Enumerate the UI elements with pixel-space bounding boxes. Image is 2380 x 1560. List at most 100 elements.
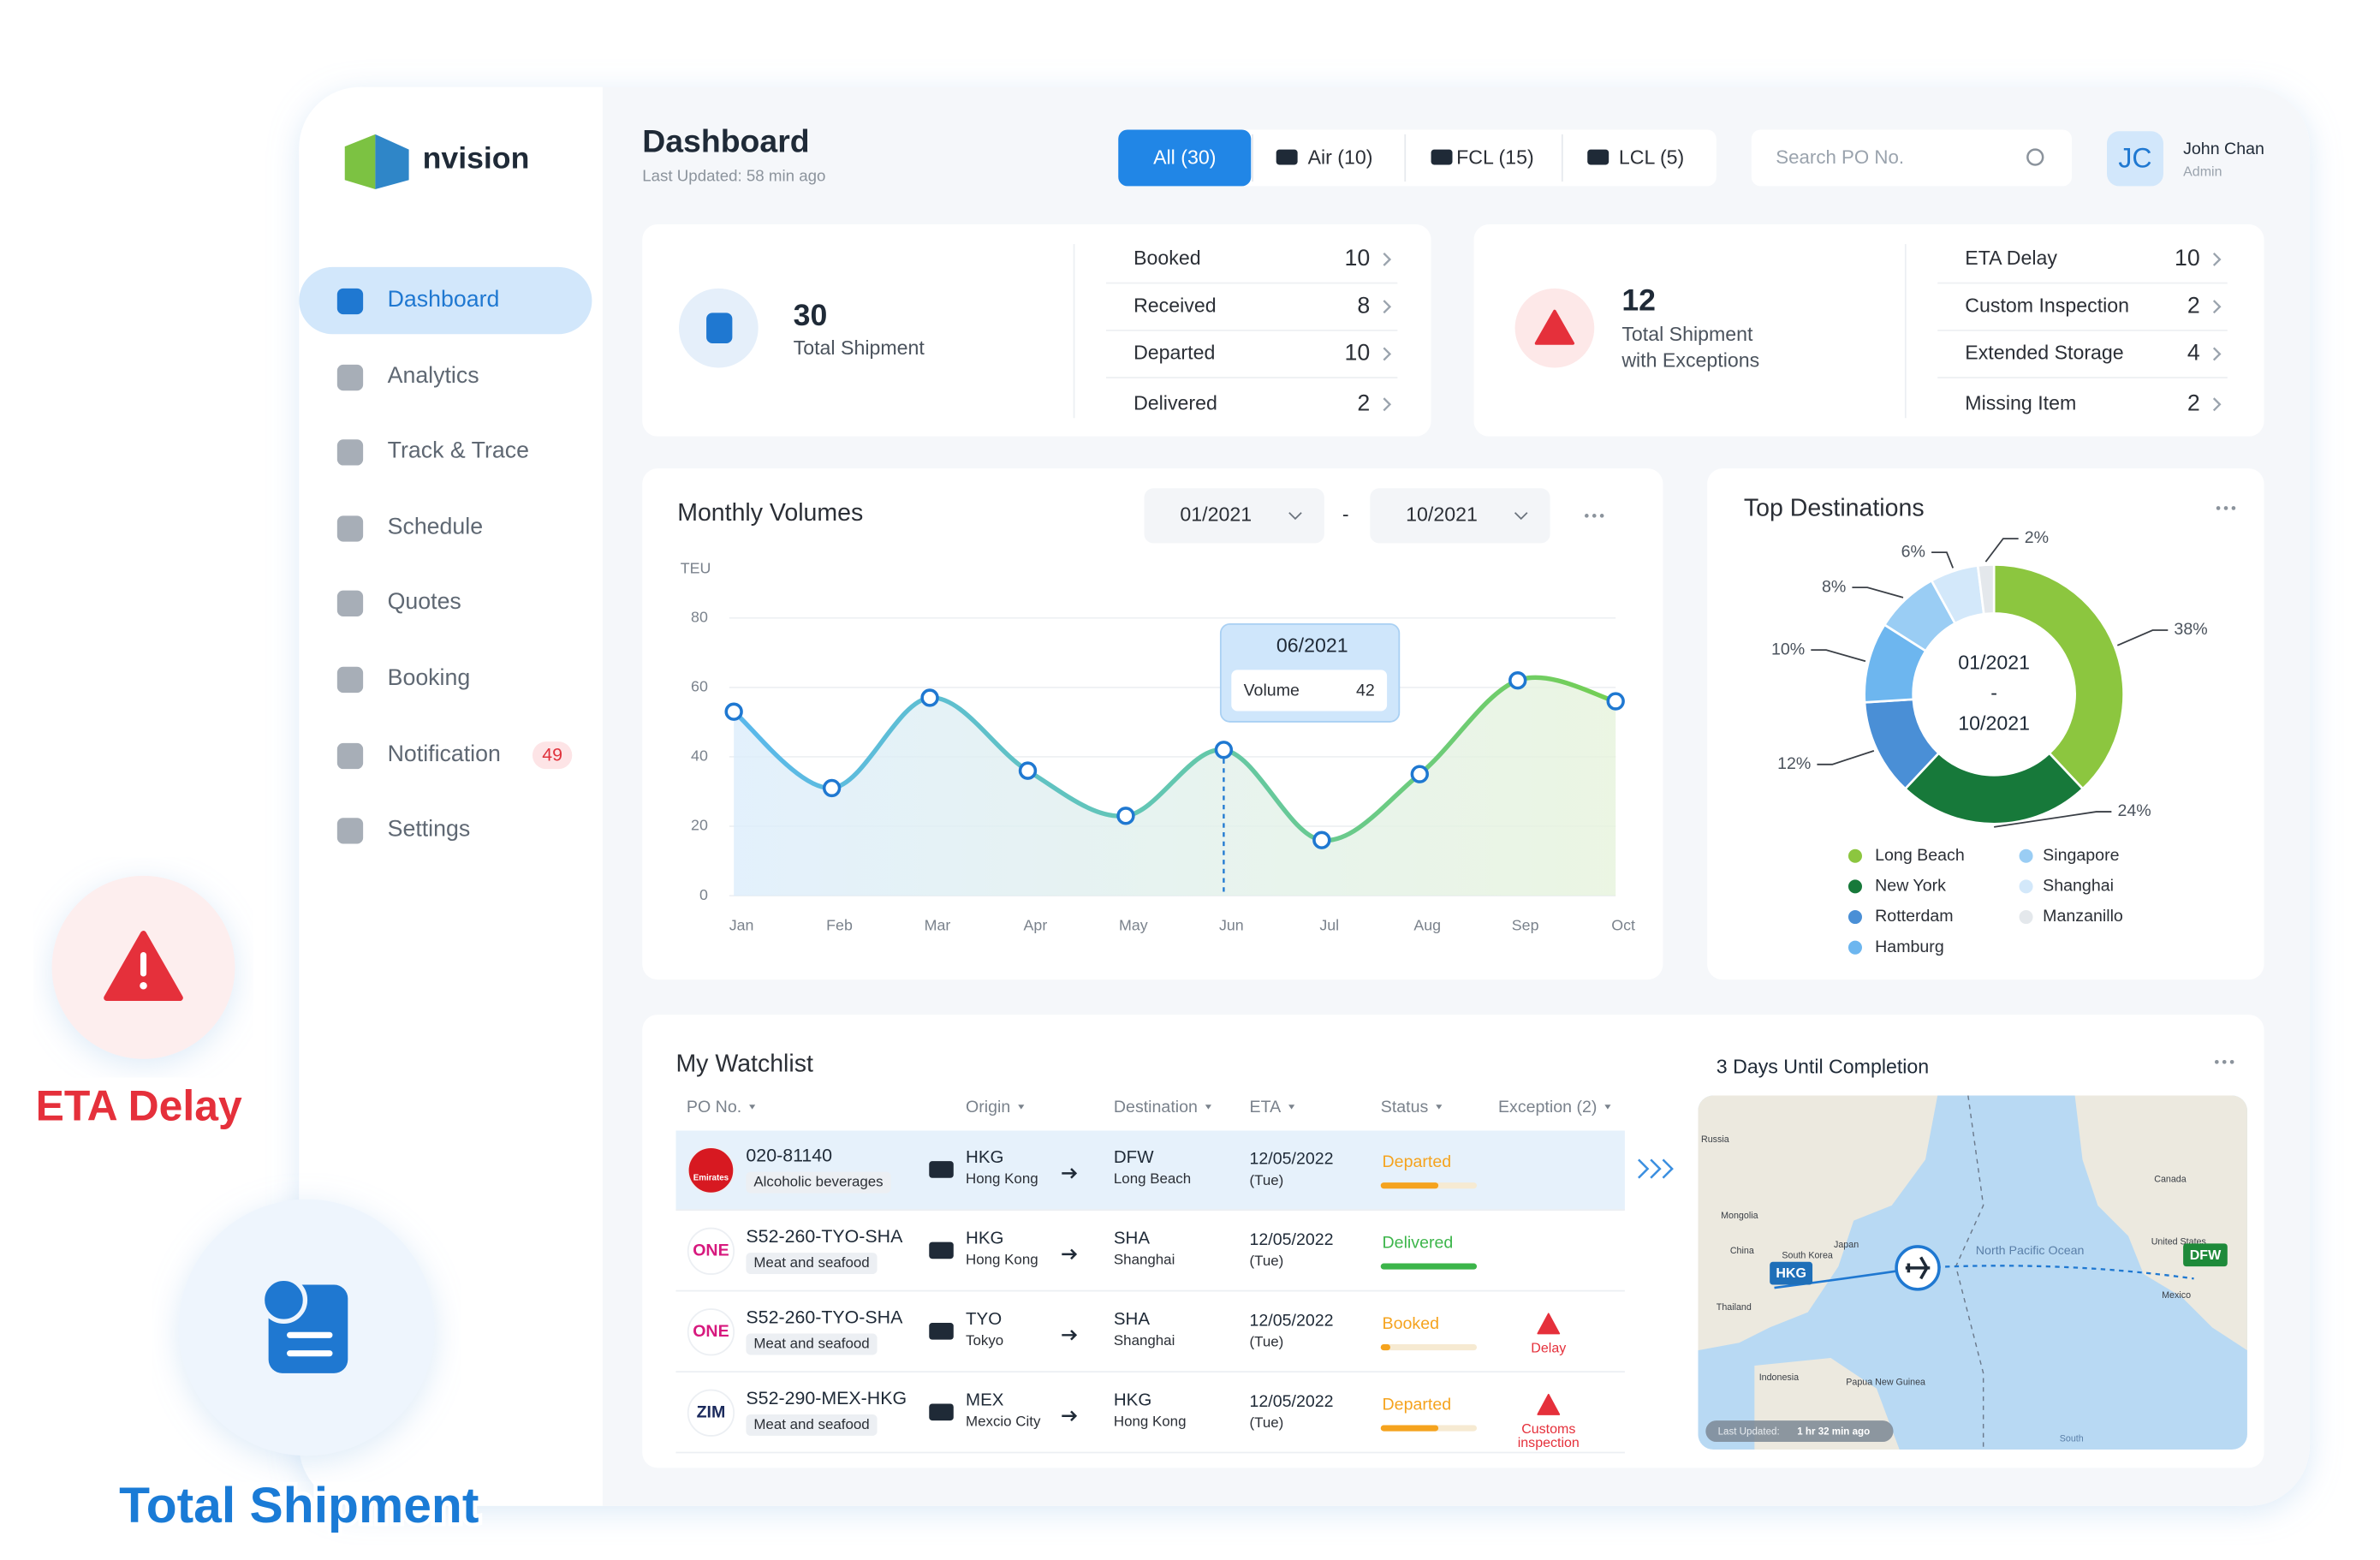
user-name: John Chan bbox=[2183, 140, 2264, 158]
date-select[interactable] bbox=[1144, 488, 1324, 544]
status-bar bbox=[1380, 1425, 1439, 1432]
legend-swatch bbox=[1847, 879, 1862, 894]
carrier-logo: ONE bbox=[693, 1241, 729, 1259]
chevron bbox=[2212, 300, 2222, 314]
breakdown-value: 10 bbox=[1345, 245, 1371, 271]
y-tick-label: 80 bbox=[691, 608, 708, 625]
eta-day: (Tue) bbox=[1250, 1172, 1284, 1188]
chevron bbox=[2212, 347, 2222, 361]
cargo-tag: Meat and seafood bbox=[753, 1416, 869, 1432]
x-tick-label: Jul bbox=[1319, 916, 1339, 933]
legend-label: Long Beach bbox=[1875, 846, 1965, 865]
legend-swatch bbox=[1847, 910, 1862, 925]
tab-active bbox=[1118, 129, 1252, 187]
exception-label: Delay bbox=[1531, 1341, 1566, 1356]
date-from: 01/2021 bbox=[1180, 503, 1252, 525]
po-number: S52-260-TYO-SHA bbox=[746, 1226, 903, 1247]
tab[interactable]: All (30) bbox=[1153, 146, 1216, 168]
map-label: North Pacific Ocean bbox=[1976, 1244, 2085, 1258]
sort-icon bbox=[1205, 1105, 1211, 1110]
legend-swatch bbox=[2019, 879, 2033, 894]
nav-icon[interactable] bbox=[336, 515, 364, 542]
nav-icon[interactable] bbox=[336, 590, 364, 616]
donut-slice bbox=[1903, 751, 2085, 825]
select-chevron bbox=[1514, 512, 1528, 521]
nav-icon[interactable] bbox=[336, 818, 364, 844]
status-bar bbox=[1380, 1344, 1390, 1351]
x-tick-label: Sep bbox=[1512, 916, 1539, 933]
destination-pin-label: DFW bbox=[2190, 1247, 2222, 1263]
map-label: China bbox=[1730, 1246, 1754, 1256]
carrier-logo-bg bbox=[687, 1389, 735, 1437]
status: Departed bbox=[1383, 1395, 1452, 1414]
nav-item: Booking bbox=[388, 664, 471, 690]
origin-code: HKG bbox=[966, 1228, 1003, 1247]
breakdown-label: Delivered bbox=[1133, 391, 1217, 414]
exception-icon bbox=[1537, 1313, 1561, 1335]
destination-city: Long Beach bbox=[1114, 1170, 1191, 1187]
date-select[interactable] bbox=[1370, 488, 1550, 544]
slice-label: 24% bbox=[2117, 801, 2151, 820]
map-label: Mongolia bbox=[1721, 1211, 1758, 1221]
user-role: Admin bbox=[2183, 164, 2222, 180]
legend-label: New York bbox=[1875, 877, 1946, 896]
carrier-logo-bg bbox=[687, 1227, 735, 1275]
shipment-icon bbox=[706, 313, 733, 343]
slice-label: 12% bbox=[1777, 754, 1811, 773]
y-axis-unit: TEU bbox=[681, 559, 711, 576]
plane-icon bbox=[1905, 1256, 1931, 1280]
nav-active bbox=[299, 266, 592, 335]
chevron bbox=[1383, 253, 1392, 266]
tab-group bbox=[1118, 129, 1717, 187]
cargo-pill bbox=[746, 1414, 878, 1436]
leader-line bbox=[1811, 649, 1866, 663]
tab[interactable]: FCL (15) bbox=[1456, 146, 1534, 168]
eta-day: (Tue) bbox=[1250, 1334, 1284, 1350]
status-bar bbox=[1380, 1263, 1478, 1270]
breakdown-label: Booked bbox=[1133, 247, 1201, 269]
nav-icon[interactable] bbox=[336, 742, 364, 770]
donut-center-text: - bbox=[1990, 682, 1997, 704]
last-updated: Last Updated: 58 min ago bbox=[642, 167, 825, 185]
nav-icon[interactable] bbox=[336, 666, 364, 694]
breakdown-label: Departed bbox=[1133, 342, 1215, 364]
destination-code: SHA bbox=[1114, 1309, 1150, 1329]
nav-item: Settings bbox=[388, 816, 471, 842]
origin-city: Mexcio City bbox=[966, 1413, 1041, 1429]
tab[interactable]: LCL (5) bbox=[1619, 146, 1684, 168]
nav-icon[interactable] bbox=[336, 439, 364, 466]
legend-label: Shanghai bbox=[2043, 877, 2114, 896]
origin-pin bbox=[1770, 1261, 1813, 1285]
y-tick-label: 60 bbox=[691, 678, 708, 695]
y-tick-label: 0 bbox=[699, 886, 708, 903]
row-highlight[interactable] bbox=[675, 1130, 1625, 1211]
search-box[interactable] bbox=[1751, 129, 2073, 187]
point bbox=[1018, 761, 1038, 780]
status-track bbox=[1380, 1344, 1478, 1351]
expand-arrows[interactable] bbox=[1638, 1158, 1674, 1179]
nav-icon[interactable] bbox=[336, 288, 364, 315]
tab-icon bbox=[1587, 149, 1609, 165]
destination-code: HKG bbox=[1114, 1390, 1151, 1409]
breakdown-label: Extended Storage bbox=[1965, 342, 2123, 364]
eta-date: 12/05/2022 bbox=[1250, 1392, 1334, 1411]
breakdown-label: ETA Delay bbox=[1965, 247, 2057, 269]
summary-total: 12 bbox=[1621, 283, 1656, 317]
slice-label: 6% bbox=[1901, 542, 1925, 561]
eta-date: 12/05/2022 bbox=[1250, 1311, 1334, 1330]
warning-dot bbox=[140, 981, 147, 990]
column-header: PO No. bbox=[687, 1098, 741, 1116]
donut-center-text: 01/2021 bbox=[1958, 651, 2030, 673]
point bbox=[1508, 671, 1527, 690]
last-updated-value: 1 hr 32 min ago bbox=[1797, 1427, 1870, 1438]
slice-label: 2% bbox=[2025, 528, 2049, 547]
tab[interactable]: Air (10) bbox=[1308, 146, 1373, 168]
legend-label: Manzanillo bbox=[2043, 907, 2123, 926]
nav-icon[interactable] bbox=[336, 364, 364, 391]
map-label: Indonesia bbox=[1759, 1372, 1799, 1383]
search-icon bbox=[2026, 148, 2044, 166]
cargo-tag: Meat and seafood bbox=[753, 1254, 869, 1271]
transport-icon bbox=[929, 1161, 954, 1178]
summary-label: with Exceptions bbox=[1621, 348, 1759, 371]
carrier-logo-bg bbox=[687, 1308, 735, 1356]
